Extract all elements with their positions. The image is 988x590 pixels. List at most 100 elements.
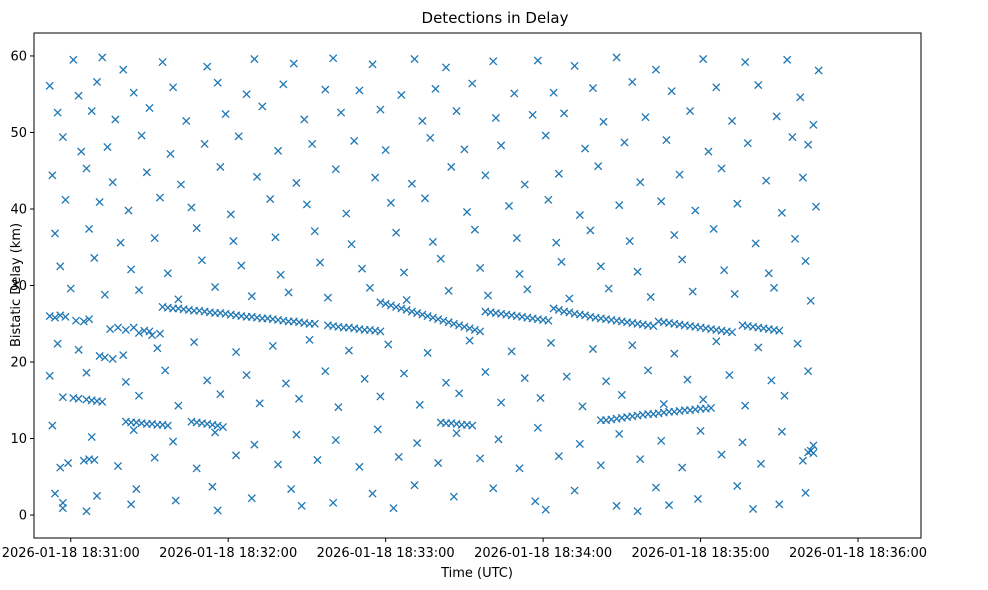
data-point-marker bbox=[470, 325, 479, 334]
data-point-marker bbox=[798, 173, 807, 182]
data-point-marker bbox=[300, 115, 309, 124]
data-point-marker bbox=[751, 239, 760, 248]
data-point-marker bbox=[460, 145, 469, 154]
data-point-marker bbox=[213, 421, 222, 430]
data-point-marker bbox=[95, 351, 104, 360]
data-point-marker bbox=[308, 139, 317, 149]
data-point-marker bbox=[342, 209, 351, 218]
data-point-marker bbox=[413, 308, 422, 318]
data-point-marker bbox=[192, 464, 201, 473]
data-point-marker bbox=[371, 173, 380, 182]
data-point-marker bbox=[504, 201, 514, 210]
data-point-marker bbox=[61, 312, 70, 321]
data-point-marker bbox=[549, 304, 558, 313]
data-point-marker bbox=[743, 139, 752, 148]
data-point-marker bbox=[769, 283, 779, 292]
data-point-marker bbox=[410, 481, 419, 490]
data-point-marker bbox=[253, 172, 262, 181]
data-point-marker bbox=[271, 233, 280, 242]
data-point-marker bbox=[284, 288, 293, 297]
data-point-marker bbox=[71, 316, 81, 325]
data-point-marker bbox=[489, 57, 498, 66]
data-point-marker bbox=[546, 338, 556, 347]
data-point-marker bbox=[255, 399, 264, 408]
data-point-marker bbox=[268, 341, 277, 351]
data-point-marker bbox=[169, 437, 178, 446]
data-point-marker bbox=[82, 164, 91, 173]
data-point-marker bbox=[809, 449, 818, 458]
data-point-marker bbox=[279, 80, 288, 89]
data-point-marker bbox=[599, 117, 608, 126]
data-point-marker bbox=[58, 393, 67, 402]
data-point-marker bbox=[56, 311, 65, 320]
x-axis-ticks: 2026-01-18 18:31:00 2026-01-18 18:32:00 20… bbox=[2, 538, 927, 561]
data-point-marker bbox=[134, 391, 144, 400]
data-point-marker bbox=[163, 421, 172, 430]
data-point-marker bbox=[588, 344, 598, 354]
y-axis-label: Bistatic Delay (km) bbox=[9, 223, 24, 347]
data-point-marker bbox=[646, 292, 655, 302]
data-point-marker bbox=[203, 376, 212, 385]
data-point-marker bbox=[449, 319, 458, 328]
data-point-marker bbox=[811, 202, 821, 211]
data-point-marker bbox=[434, 315, 443, 324]
data-point-marker bbox=[783, 55, 792, 64]
data-point-marker bbox=[699, 54, 708, 64]
data-point-marker bbox=[814, 66, 823, 75]
data-point-marker bbox=[121, 377, 130, 386]
data-point-marker bbox=[615, 201, 624, 210]
data-point-marker bbox=[554, 452, 563, 461]
data-point-marker bbox=[155, 193, 165, 202]
data-point-marker bbox=[651, 483, 661, 492]
data-point-marker bbox=[455, 389, 464, 398]
data-point-marker bbox=[455, 321, 464, 330]
data-point-marker bbox=[418, 116, 427, 126]
data-point-marker bbox=[336, 108, 346, 117]
data-point-marker bbox=[444, 318, 453, 327]
data-point-marker bbox=[575, 211, 584, 220]
data-point-marker bbox=[74, 345, 83, 354]
data-point-marker bbox=[557, 257, 566, 266]
data-point-marker bbox=[106, 325, 115, 334]
data-point-marker bbox=[376, 105, 385, 114]
data-point-marker bbox=[321, 85, 330, 94]
data-point-marker bbox=[704, 147, 713, 156]
data-point-marker bbox=[182, 116, 191, 126]
data-point-marker bbox=[273, 146, 283, 155]
data-point-marker bbox=[628, 341, 637, 350]
data-point-marker bbox=[612, 501, 621, 510]
data-point-marker bbox=[313, 455, 322, 465]
data-point-marker bbox=[581, 144, 590, 153]
data-point-marker bbox=[281, 379, 290, 388]
data-point-marker bbox=[633, 507, 642, 516]
data-point-marker bbox=[683, 375, 692, 384]
data-point-marker bbox=[82, 368, 91, 377]
data-point-marker bbox=[397, 304, 406, 313]
data-point-marker bbox=[565, 294, 574, 303]
data-point-marker bbox=[423, 348, 432, 357]
data-point-marker bbox=[413, 439, 422, 448]
data-point-marker bbox=[741, 401, 750, 410]
data-point-marker bbox=[777, 427, 786, 436]
data-point-marker bbox=[329, 498, 338, 507]
data-point-marker bbox=[462, 207, 472, 217]
x-tick-label: 2026-01-18 18:32:00 bbox=[159, 546, 297, 561]
data-point-marker bbox=[98, 397, 107, 406]
data-point-marker bbox=[725, 370, 734, 380]
data-point-marker bbox=[586, 226, 595, 235]
data-point-marker bbox=[494, 435, 503, 444]
data-point-marker bbox=[468, 421, 477, 430]
data-point-marker bbox=[273, 460, 283, 469]
data-point-marker bbox=[418, 310, 427, 319]
data-point-marker bbox=[394, 452, 403, 461]
data-point-marker bbox=[266, 194, 275, 204]
data-point-marker bbox=[531, 497, 540, 506]
data-point-marker bbox=[276, 270, 285, 279]
x-tick-label: 2026-01-18 18:33:00 bbox=[317, 546, 455, 561]
data-point-marker bbox=[706, 403, 716, 412]
data-point-marker bbox=[108, 178, 117, 187]
data-point-marker bbox=[670, 349, 679, 358]
data-point-marker bbox=[699, 395, 708, 404]
data-point-marker bbox=[258, 102, 267, 111]
data-point-marker bbox=[402, 305, 411, 315]
